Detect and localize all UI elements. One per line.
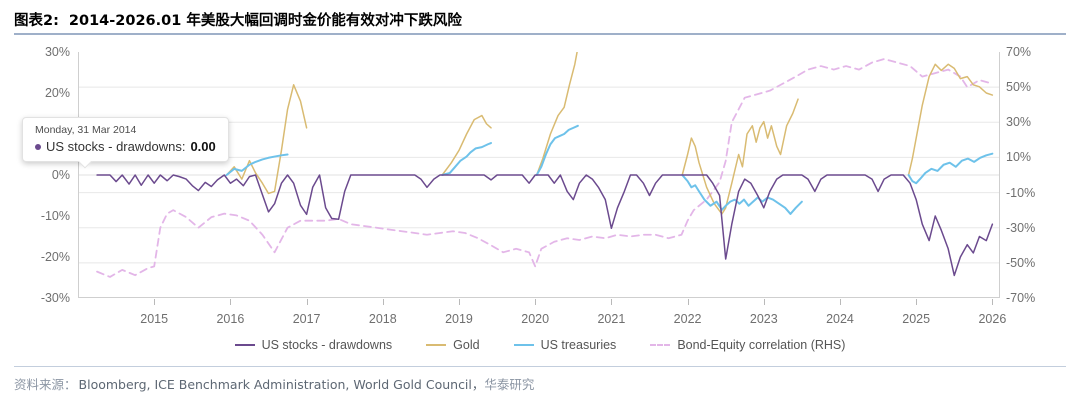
left-axis-labels: 30%20%10%0%-10%-20%-30% <box>12 45 70 305</box>
x-axis-tickmark <box>687 299 689 305</box>
series-bond-equity-correlation <box>96 58 994 278</box>
x-axis-tick: 2025 <box>902 312 931 326</box>
tooltip-series-label: US stocks - drawdowns: <box>46 139 186 154</box>
left-axis-tick: -30% <box>40 291 70 305</box>
right-axis-tick: -10% <box>1006 185 1036 200</box>
right-axis-tick: 70% <box>1006 45 1032 59</box>
left-axis-tick: -20% <box>40 250 70 264</box>
series-us-treasuries <box>681 174 803 215</box>
x-axis-tick: 2024 <box>826 312 854 326</box>
legend-item[interactable]: Bond-Equity correlation (RHS) <box>650 338 845 352</box>
x-axis: 2015 2016 2017 2018 2019 2020 2021 2022 2023 2024… <box>78 299 1006 329</box>
x-axis-tick: 2018 <box>368 312 397 326</box>
legend-item[interactable]: US treasuries <box>513 338 617 352</box>
source-label: 资料来源： <box>14 376 77 392</box>
x-axis-tickmark <box>154 299 156 305</box>
legend-swatch-icon <box>650 344 671 346</box>
x-axis-tick: 2026 <box>978 312 1007 326</box>
series-gold <box>535 52 578 176</box>
x-axis-tick: 2019 <box>445 312 473 326</box>
series-us-treasuries <box>535 124 579 176</box>
series-us-treasuries <box>907 152 994 185</box>
right-axis-tick: -70% <box>1006 291 1036 305</box>
chart-canvas <box>78 52 1000 278</box>
x-axis-tick: 2021 <box>597 312 626 326</box>
x-axis-tickmark <box>230 299 232 305</box>
legend-item[interactable]: US stocks - drawdowns <box>234 338 393 352</box>
x-axis-tick: 2020 <box>521 312 550 326</box>
x-axis-tickmark <box>763 299 765 305</box>
figure-title-row: 图表2: 2014-2026.01 年美股大幅回调时金价能有效对冲下跌风险 <box>14 6 1066 32</box>
x-axis-tickmark <box>382 299 384 305</box>
x-axis-tick: 2022 <box>673 312 702 326</box>
series-us-treasuries <box>225 153 289 176</box>
legend-label: US treasuries <box>540 338 617 352</box>
series-gold <box>225 84 308 195</box>
x-axis-tick: 2023 <box>749 312 778 326</box>
series-gold <box>681 98 799 215</box>
plot-area <box>78 52 1000 298</box>
source-tail: 华泰研究 <box>484 376 535 392</box>
x-axis-tickmark <box>535 299 537 305</box>
right-axis-labels: 70% 50% 30% 10% -10% -30% -50% -70% <box>1006 45 1066 305</box>
left-axis-tick: -10% <box>40 209 70 223</box>
footer-divider <box>14 366 1066 367</box>
legend-item[interactable]: Gold <box>426 338 480 352</box>
page-title: 2014-2026.01 年美股大幅回调时金价能有效对冲下跌风险 <box>68 12 462 29</box>
plot-frame <box>78 52 1000 298</box>
x-axis-tick: 2017 <box>292 312 321 326</box>
legend-swatch-icon <box>234 344 255 346</box>
legend-swatch-icon <box>426 344 447 346</box>
tooltip-date: Monday, 31 Mar 2014 <box>35 124 137 136</box>
series-us-stocks-drawdowns <box>96 174 994 277</box>
right-axis-tick: 50% <box>1006 80 1032 95</box>
legend-swatch-icon <box>513 344 534 346</box>
source-body: Bloomberg, ICE Benchmark Administration,… <box>78 376 485 392</box>
x-axis-tickmark <box>306 299 308 305</box>
legend-label: US stocks - drawdowns <box>261 338 393 352</box>
legend-label: Bond-Equity correlation (RHS) <box>677 338 846 352</box>
tooltip-series-dot <box>35 143 41 150</box>
right-axis-tick: -50% <box>1006 255 1036 270</box>
tooltip-series-value: 0.00 <box>190 139 216 154</box>
title-divider <box>14 33 1066 35</box>
tooltip-arrow <box>79 161 93 169</box>
x-axis-tick: 2016 <box>216 312 245 326</box>
legend-label: Gold <box>453 338 480 352</box>
figure-number: 图表2: <box>14 12 59 29</box>
x-axis-tickmark <box>916 299 918 305</box>
source-note: 资料来源： Bloomberg, ICE Benchmark Administr… <box>14 372 1066 394</box>
right-axis-tick: 10% <box>1006 150 1032 165</box>
series-gold <box>441 114 492 176</box>
left-axis-tick: 0% <box>51 168 70 182</box>
chart-legend: US stocks - drawdowns Gold US treasuries Bo… <box>0 334 1080 356</box>
x-axis-tickmark <box>839 299 841 305</box>
x-axis-tickmark <box>611 299 613 305</box>
left-axis-tick: 30% <box>44 45 70 59</box>
right-axis-tick: -30% <box>1006 220 1036 235</box>
chart-tooltip: Monday, 31 Mar 2014 US stocks - drawdown… <box>22 117 229 162</box>
tooltip-series-row: US stocks - drawdowns: 0.00 <box>35 139 216 154</box>
series-gold <box>907 63 994 176</box>
x-axis-tickmark <box>992 299 994 305</box>
x-axis-tick: 2015 <box>140 312 169 326</box>
x-axis-tickmark <box>458 299 460 305</box>
left-axis-tick: 20% <box>44 86 70 100</box>
right-axis-tick: 30% <box>1006 115 1032 130</box>
series-us-treasuries <box>441 142 492 176</box>
